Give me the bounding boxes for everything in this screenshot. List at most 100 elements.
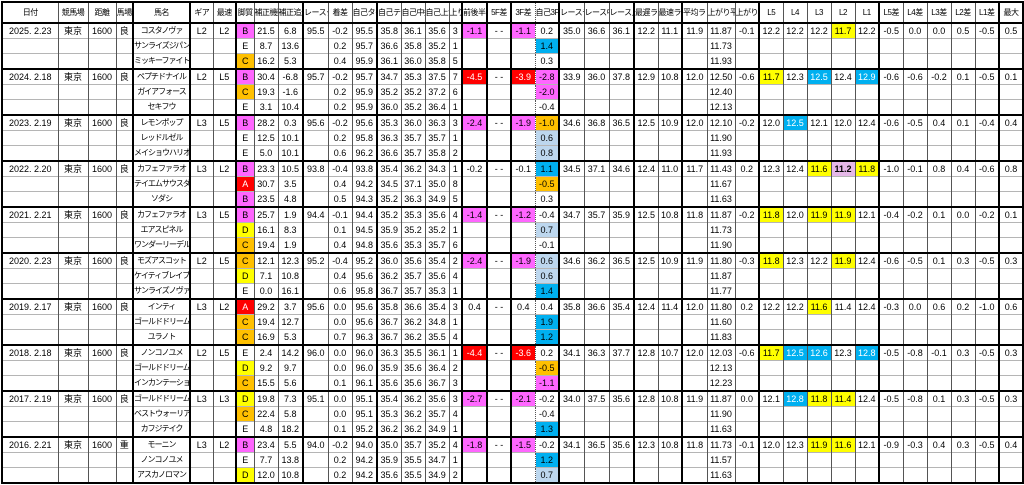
cell-own-mid[interactable]: 35.6 [400, 360, 425, 376]
cell-fastest-lap[interactable] [657, 268, 682, 284]
cell-distance[interactable] [87, 314, 116, 330]
cell-race-agari[interactable] [608, 406, 634, 422]
cell-race-mid[interactable] [583, 375, 609, 391]
cell-date[interactable]: 2023. 2.19 [1, 114, 58, 131]
cell-l5[interactable] [758, 314, 783, 330]
cell-agari-diff[interactable]: -0.6 [734, 68, 759, 85]
cell-hosei-tsuisouritsu[interactable]: 6.8 [277, 22, 303, 39]
cell-hosei-kidouryoku[interactable]: 19.3 [253, 84, 278, 100]
cell-3f-diff[interactable] [510, 406, 535, 422]
cell-l1[interactable] [854, 99, 879, 115]
cell-horse-name[interactable]: サンライズノヴァ [132, 283, 190, 299]
cell-race-time[interactable] [302, 191, 328, 207]
cell-race-agari[interactable] [608, 375, 634, 391]
cell-l2-diff[interactable]: 0.3 [950, 390, 975, 407]
cell-l1[interactable] [854, 467, 879, 483]
header-l2-diff[interactable]: L2差 [950, 2, 975, 24]
cell-course[interactable]: 東京 [57, 206, 88, 223]
cell-max[interactable] [998, 314, 1023, 330]
cell-l1[interactable]: 11.8 [854, 160, 879, 177]
cell-zengohan-diff[interactable]: -1.4 [461, 206, 487, 223]
cell-l2-diff[interactable] [950, 314, 975, 330]
header-5f-diff[interactable]: 5F差 [486, 2, 511, 24]
cell-going[interactable] [115, 38, 133, 54]
cell-max[interactable] [998, 406, 1023, 422]
cell-l4-diff[interactable] [902, 421, 927, 437]
cell-3f-diff[interactable] [510, 375, 535, 391]
cell-slowest-lap[interactable] [633, 222, 658, 238]
cell-max[interactable] [998, 421, 1023, 437]
cell-distance[interactable] [87, 452, 116, 468]
cell-date[interactable] [1, 237, 58, 253]
cell-hosei-tsuisouritsu[interactable]: 10.5 [277, 160, 303, 177]
cell-hosei-tsuisouritsu[interactable]: 10.1 [277, 130, 303, 146]
cell-margin[interactable]: -0.2 [327, 22, 352, 39]
cell-agari-rank[interactable]: 3 [448, 114, 462, 131]
cell-going[interactable] [115, 191, 133, 207]
cell-course[interactable]: 東京 [57, 68, 88, 85]
cell-race-time[interactable] [302, 268, 328, 284]
cell-avg-lap[interactable] [681, 130, 707, 146]
cell-horse-name[interactable]: ソダシ [132, 191, 190, 207]
cell-hosei-tsuisouritsu[interactable]: 12.7 [277, 314, 303, 330]
cell-race-agari[interactable] [608, 145, 634, 161]
cell-own-ten[interactable]: 36.2 [376, 268, 401, 284]
cell-fastest-lap[interactable]: 10.8 [657, 206, 682, 223]
cell-fastest-lap[interactable] [657, 452, 682, 468]
cell-zengohan-diff[interactable]: -4.5 [461, 68, 487, 85]
cell-l2[interactable] [830, 452, 855, 468]
cell-own-time[interactable]: 95.9 [351, 99, 377, 115]
cell-l3-diff[interactable] [926, 130, 951, 146]
cell-zengohan-diff[interactable]: 0.4 [461, 298, 487, 315]
cell-hosei-kidouryoku[interactable]: 16.2 [253, 53, 278, 69]
cell-horse-name[interactable]: メイショウハリオ [132, 145, 190, 161]
cell-running-style[interactable]: B [235, 160, 254, 177]
cell-going[interactable] [115, 375, 133, 391]
cell-distance[interactable]: 1600 [87, 436, 116, 453]
cell-gear[interactable] [189, 329, 213, 345]
cell-l5-diff[interactable] [878, 176, 903, 192]
cell-avg-lap[interactable]: 12.0 [681, 298, 707, 315]
cell-fastest[interactable] [212, 222, 236, 238]
cell-agari-diff[interactable] [734, 84, 759, 100]
cell-course[interactable] [57, 329, 88, 345]
cell-fastest-lap[interactable] [657, 329, 682, 345]
cell-horse-name[interactable]: インカンテーション [132, 375, 190, 391]
cell-l2-diff[interactable]: 0.3 [950, 436, 975, 453]
cell-own-agari[interactable]: 35.2 [424, 436, 449, 453]
header-going[interactable]: 馬場 [115, 2, 133, 24]
cell-l4[interactable] [782, 314, 807, 330]
cell-course[interactable] [57, 421, 88, 437]
cell-going[interactable] [115, 176, 133, 192]
cell-agari-avg[interactable]: 11.93 [706, 53, 735, 69]
cell-5f-diff[interactable] [486, 314, 511, 330]
cell-avg-lap[interactable]: 11.9 [681, 252, 707, 269]
cell-own-mid[interactable]: 35.5 [400, 452, 425, 468]
cell-running-style[interactable]: C [235, 237, 254, 253]
cell-l3[interactable] [806, 237, 831, 253]
cell-l3[interactable] [806, 99, 831, 115]
cell-fastest[interactable] [212, 130, 236, 146]
cell-gear[interactable] [189, 191, 213, 207]
header-l4[interactable]: L4 [782, 2, 807, 24]
cell-zengohan-diff[interactable] [461, 237, 487, 253]
cell-avg-lap[interactable]: 11.9 [681, 390, 707, 407]
cell-gear[interactable] [189, 130, 213, 146]
cell-race-mid[interactable] [583, 314, 609, 330]
cell-l5[interactable] [758, 421, 783, 437]
cell-horse-name[interactable]: テイエムサウスダン [132, 176, 190, 192]
cell-race-time[interactable] [302, 452, 328, 468]
cell-agari-avg[interactable]: 12.03 [706, 344, 735, 361]
cell-l5-diff[interactable] [878, 329, 903, 345]
header-gear[interactable]: ギア [189, 2, 213, 24]
cell-date[interactable] [1, 329, 58, 345]
cell-own-3f-diff[interactable]: 0.7 [534, 467, 559, 483]
cell-own-mid[interactable]: 35.3 [400, 68, 425, 85]
cell-own-agari[interactable]: 34.9 [424, 467, 449, 483]
cell-l3[interactable] [806, 421, 831, 437]
cell-hosei-tsuisouritsu[interactable]: 18.2 [277, 421, 303, 437]
cell-own-ten[interactable]: 35.9 [376, 222, 401, 238]
cell-l3[interactable] [806, 467, 831, 483]
cell-horse-name[interactable]: レッドルゼル [132, 130, 190, 146]
cell-own-ten[interactable]: 36.0 [376, 252, 401, 269]
